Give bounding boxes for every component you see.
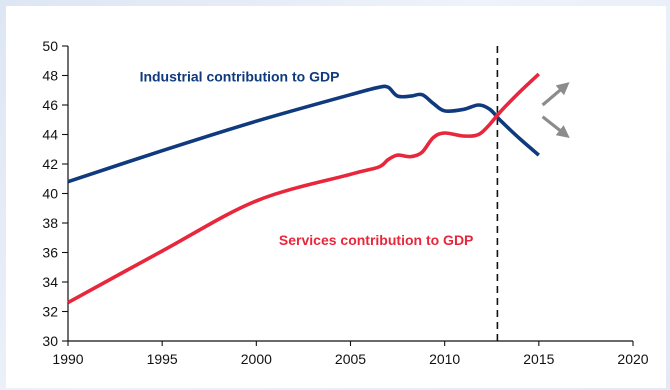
y-tick-label-48: 48 (42, 68, 58, 84)
x-tick-label-1990: 1990 (52, 351, 83, 367)
y-tick-label-34: 34 (42, 274, 58, 290)
y-tick-label-38: 38 (42, 215, 58, 231)
projection-arrows (541, 82, 570, 139)
series-layer (67, 72, 541, 305)
y-tick-label-50: 50 (42, 38, 58, 54)
series-labels: Industrial contribution to GDP Services … (140, 68, 474, 248)
y-tick-label-30: 30 (42, 333, 58, 349)
series-label-services: Services contribution to GDP (279, 232, 473, 248)
y-tick-label-40: 40 (42, 186, 58, 202)
x-tick-label-1995: 1995 (147, 351, 178, 367)
y-tick-label-44: 44 (42, 127, 58, 143)
axes: 30 32 34 36 38 40 42 44 46 48 50 1990 1995 2000 2005 20… (42, 38, 648, 367)
x-tick-label-2000: 2000 (241, 351, 272, 367)
x-tick-label-2020: 2020 (617, 351, 648, 367)
y-tick-label-46: 46 (42, 97, 58, 113)
industrial-series-line (67, 84, 540, 184)
y-tick-label-36: 36 (42, 245, 58, 261)
line-chart: 30 32 34 36 38 40 42 44 46 48 50 1990 1995 2000 2005 20… (42, 38, 648, 367)
y-tick-label-42: 42 (42, 156, 58, 172)
services-series-line (67, 72, 541, 305)
arrow-up-icon (541, 82, 570, 107)
chart-panel: 30 32 34 36 38 40 42 44 46 48 50 1990 1995 2000 2005 20… (6, 6, 666, 388)
series-label-industrial: Industrial contribution to GDP (140, 68, 340, 84)
x-tick-label-2010: 2010 (429, 351, 460, 367)
x-tick-label-2005: 2005 (335, 351, 366, 367)
y-tick-label-32: 32 (42, 304, 58, 320)
arrow-down-icon (541, 115, 570, 139)
x-tick-label-2015: 2015 (523, 351, 554, 367)
